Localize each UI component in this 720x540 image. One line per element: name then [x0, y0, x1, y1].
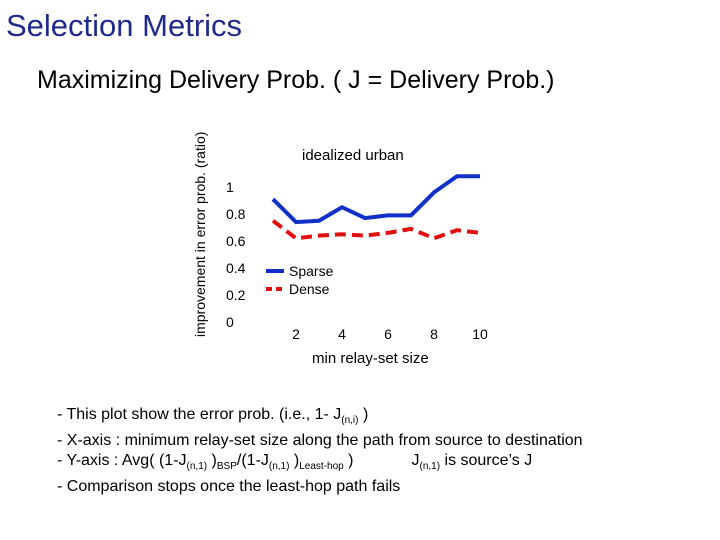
- y-tick-label: 0.6: [226, 233, 246, 249]
- slide-subtitle: Maximizing Delivery Prob. ( J = Delivery…: [37, 66, 555, 94]
- note-line-3: - Y-axis : Avg( (1-J(n,1) )BSP/(1-J(n,1)…: [57, 452, 533, 473]
- legend-label-dense: Dense: [289, 281, 330, 297]
- y-tick-label: 1: [226, 179, 234, 195]
- series-line-sparse: [271, 174, 480, 225]
- note-line-4: - Comparison stops once the least-hop pa…: [57, 478, 401, 496]
- slide-title: Selection Metrics: [6, 8, 243, 43]
- x-tick-label: 2: [292, 326, 300, 342]
- note-line-2: - X-axis : minimum relay-set size along …: [57, 432, 583, 450]
- y-tick-label: 0.8: [226, 206, 246, 222]
- x-tick-label: 4: [338, 326, 346, 342]
- y-tick-label: 0: [226, 314, 234, 330]
- x-tick-label: 8: [430, 326, 438, 342]
- y-tick-label: 0.2: [226, 287, 246, 303]
- x-tick-label: 6: [384, 326, 392, 342]
- legend-label-sparse: Sparse: [289, 263, 334, 279]
- series-line-dense: [271, 219, 481, 241]
- chart-title: idealized urban: [302, 147, 404, 164]
- note-line-1: - This plot show the error prob. (i.e., …: [57, 406, 369, 427]
- x-tick-label: 10: [472, 326, 488, 342]
- x-axis-label: min relay-set size: [312, 350, 429, 367]
- notes: - This plot show the error prob. (i.e., …: [57, 405, 583, 497]
- y-tick-label: 0.4: [226, 260, 246, 276]
